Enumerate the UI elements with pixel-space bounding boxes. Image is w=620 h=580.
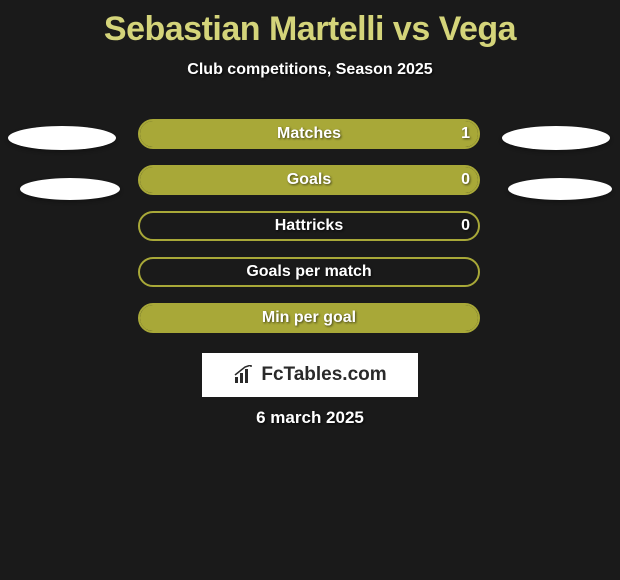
stat-label: Goals per match [138,257,480,287]
stat-row: Goals per match [0,257,620,287]
stat-value: 0 [461,211,470,241]
comparison-title: Sebastian Martelli vs Vega [0,0,620,49]
stat-row: Min per goal [0,303,620,333]
stat-label: Min per goal [138,303,480,333]
stat-row: Matches1 [0,119,620,149]
brand-text: FcTables.com [261,364,386,386]
stat-label: Goals [138,165,480,195]
stat-row: Hattricks0 [0,211,620,241]
comparison-date: 6 march 2025 [0,408,620,428]
brand-logo-box: FcTables.com [202,353,418,397]
stat-label: Matches [138,119,480,149]
comparison-subtitle: Club competitions, Season 2025 [0,61,620,79]
stat-row: Goals0 [0,165,620,195]
stat-label: Hattricks [138,211,480,241]
stats-container: Matches1Goals0Hattricks0Goals per matchM… [0,119,620,333]
stat-value: 0 [461,165,470,195]
chart-icon [233,365,257,385]
stat-value: 1 [461,119,470,149]
brand-logo: FcTables.com [233,364,386,386]
